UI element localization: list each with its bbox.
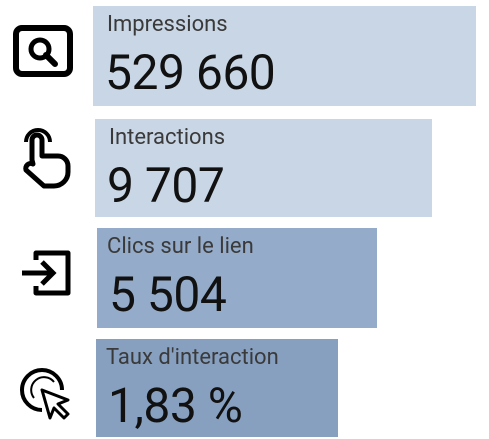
kpi-box: Interactions 9 707 [95, 119, 432, 217]
kpi-box: Clics sur le lien 5 504 [97, 228, 377, 328]
kpi-box: Impressions 529 660 [93, 6, 476, 106]
search-icon [13, 25, 73, 77]
tap-icon [23, 128, 71, 189]
kpi-value: 529 660 [105, 44, 276, 101]
kpi-value: 9 707 [107, 157, 225, 214]
kpi-label: Clics sur le lien [107, 234, 254, 259]
kpi-value: 1,83 % [108, 377, 243, 434]
kpi-value: 5 504 [109, 266, 227, 323]
kpi-label: Interactions [109, 125, 226, 150]
kpi-label: Taux d'interaction [106, 345, 279, 370]
enter-icon [22, 250, 71, 296]
cursor-icon [20, 368, 70, 420]
kpi-label: Impressions [107, 12, 228, 37]
kpi-box: Taux d'interaction 1,83 % [96, 339, 338, 437]
